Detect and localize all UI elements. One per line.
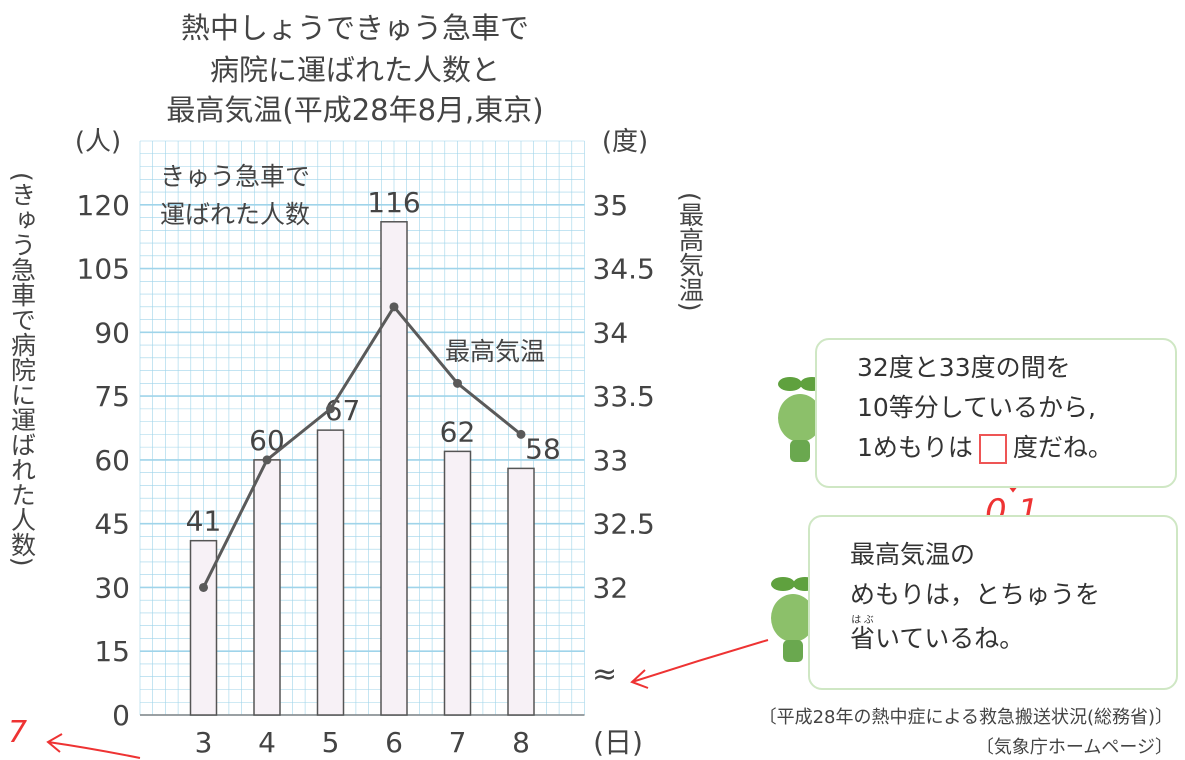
red-arrow [630,639,769,689]
y-tick-label: 120 [77,189,130,222]
bar-value-label: 60 [249,424,285,457]
answer-box [978,434,1007,464]
source: 〔気象庁ホームページ〕 [975,737,1173,758]
x-tick-label: 5 [322,726,340,759]
note-text: 省 [850,624,876,653]
y-tick-label: 15 [94,635,130,668]
temperature-point [516,429,526,439]
x-tick-label: 6 [385,726,403,759]
y-unit: (人) [75,127,121,157]
temperature-point [326,404,335,414]
bar [443,450,472,716]
note-text: 度だね。 [1012,433,1113,462]
y2-tick-label: 33.5 [593,380,655,413]
y2-tick-label: 34 [593,316,629,349]
bar-series-name: きゅう急車で運ばれた人数 [160,162,311,229]
y-tick-label: 105 [77,253,130,286]
chart-title: 最高気温(平成28年8月,東京) [166,93,543,127]
y-tick-label: 0 [112,699,130,732]
ruby-reading: はぶ [850,615,876,626]
temperature-point [453,378,462,388]
x-tick-label: 4 [258,726,276,759]
note-text: 1めもりは [857,433,973,462]
note-line: 省はぶいているね。 [850,615,1164,659]
x-tick-label: 7 [449,726,467,759]
y-tick-label: 60 [94,444,130,477]
y2-tick-label: 34.5 [593,253,655,286]
red-arrow [46,733,141,759]
ruby-word: 省はぶ [850,615,876,653]
axis-break: ≈ [592,657,617,692]
x-unit: (日) [593,726,643,759]
note-bubble: 最高気温の めもりは，とちゅうを 省はぶいているね。 [808,515,1178,690]
note-bubble: 32度と33度の間を 10等分しているから, 1めもりは 度だね。 [815,338,1177,488]
y-tick-label: 45 [94,508,130,541]
temperature-point [199,582,208,592]
source: 〔平成28年の熱中症による救急搬送状況(総務省)〕 [758,707,1173,728]
y-axis-label: (きゅう急車で病院に運ばれた人数) [8,172,37,567]
y-tick-label: 90 [94,316,130,349]
x-tick-label: 3 [195,726,213,759]
handwritten-note: 7 [8,715,28,750]
note-line: 32度と33度の間を [857,353,1071,382]
bar-value-label: 58 [525,432,561,465]
note-line: 1めもりは 度だね。 [857,428,1163,468]
y-tick-label: 75 [94,380,130,413]
bar [253,459,281,716]
y-tick-label: 30 [94,571,130,604]
y2-tick-label: 33 [593,444,629,477]
y2-tick-label: 35 [593,189,629,222]
temperature-line [202,304,522,589]
note-line: 最高気温の [850,540,976,569]
note-line: 10等分しているから, [857,393,1097,422]
chart-title: 熱中しょうできゅう急車で [181,11,529,45]
bar-value-label: 41 [186,505,222,538]
x-tick-label: 8 [512,726,530,759]
temperature-point [262,455,272,465]
note-text: いているね。 [875,624,1025,653]
bar [316,429,345,716]
temperature-point [389,302,399,312]
bar [507,467,535,716]
note-line: めもりは，とちゅうを [850,580,1101,609]
y2-unit: (度) [602,127,648,157]
bar-value-label: 62 [440,415,476,448]
chart-title: 病院に運ばれた人数と [210,53,500,87]
y2-axis-label: (最高気温) [676,192,705,312]
line-series-name: 最高気温 [445,337,545,366]
bar-value-label: 116 [367,186,420,219]
bar [380,221,408,716]
y2-tick-label: 32 [593,571,629,604]
y2-tick-label: 32.5 [593,508,655,541]
